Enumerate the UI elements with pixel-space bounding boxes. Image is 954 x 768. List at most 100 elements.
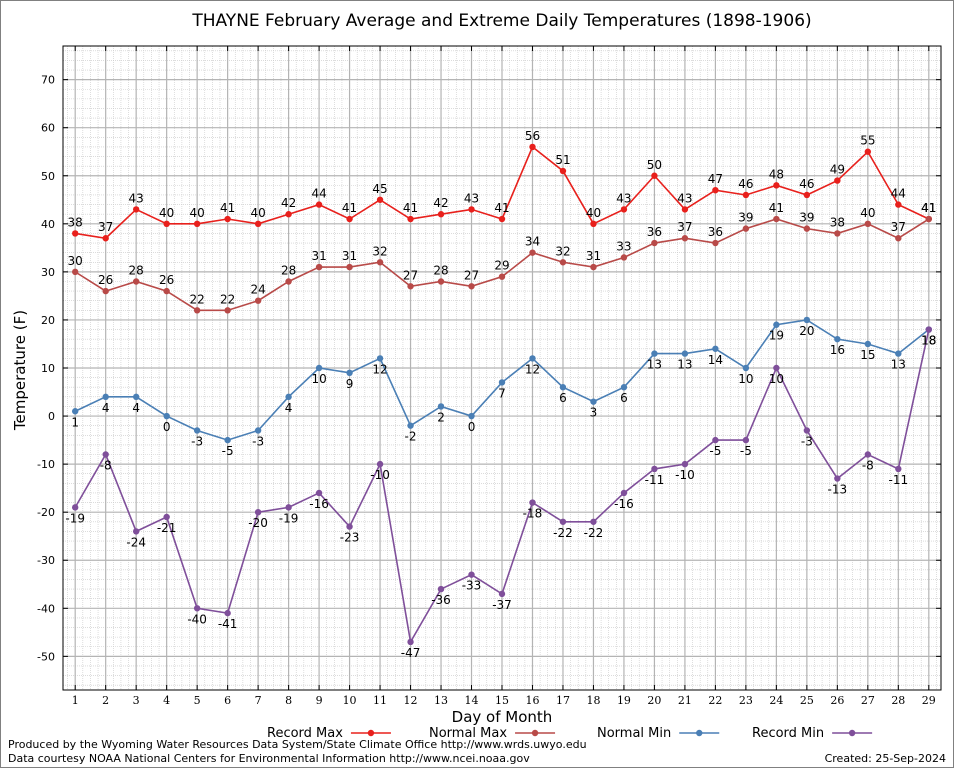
record-min-data-label: -5 (709, 444, 721, 458)
normal-max-point (712, 239, 719, 247)
record-min-point (651, 465, 658, 473)
normal-min-point (559, 384, 567, 391)
y-tick-label: -10 (37, 458, 55, 471)
record-max-point (102, 235, 109, 242)
x-tick-label: 21 (678, 694, 692, 707)
normal-max-point (193, 307, 201, 314)
record-min-data-label: -33 (462, 579, 482, 593)
record-min-data-label: -47 (401, 646, 421, 660)
normal-max-legend-marker (531, 729, 539, 737)
record-max-data-label: 40 (250, 206, 265, 220)
x-tick-label: 11 (373, 694, 387, 707)
record-min-point (376, 460, 384, 468)
normal-max-point (163, 287, 170, 295)
record-max-data-label: 55 (860, 134, 875, 148)
normal-min-point (742, 364, 750, 372)
normal-min-data-label: 4 (102, 401, 110, 415)
record-min-point (773, 364, 780, 372)
normal-max-point (376, 259, 384, 266)
record-min-point (254, 508, 262, 516)
record-max-legend-label: Record Max (267, 726, 343, 741)
record-min-data-label: -10 (675, 468, 695, 482)
normal-min-point (346, 369, 353, 377)
record-min-data-label: -16 (614, 497, 634, 511)
x-tick-label: 14 (465, 694, 479, 707)
normal-max-data-label: 33 (616, 239, 631, 253)
normal-min-data-label: -2 (405, 430, 417, 444)
normal-max-data-label: 29 (494, 259, 509, 273)
normal-max-data-label: 34 (525, 235, 540, 249)
record-max-point (651, 172, 658, 179)
normal-max-data-label: 39 (799, 211, 814, 225)
record-max-point (864, 148, 872, 155)
normal-max-data-label: 28 (129, 263, 144, 277)
normal-min-point (834, 335, 841, 343)
record-min-point (468, 571, 475, 578)
record-min-data-label: -40 (187, 612, 207, 626)
normal-min-point (315, 364, 323, 372)
normal-min-data-label: 10 (738, 372, 753, 386)
normal-min-point (193, 427, 201, 434)
normal-min-point (681, 350, 689, 357)
normal-min-data-label: 15 (860, 348, 875, 362)
record-min-data-label: -41 (218, 617, 238, 631)
normal-min-data-label: 19 (769, 329, 784, 343)
normal-min-point (132, 393, 140, 401)
record-max-data-label: 37 (98, 220, 113, 234)
normal-max-data-label: 37 (891, 220, 906, 234)
record-min-point (224, 609, 231, 617)
x-tick-label: 8 (285, 694, 292, 707)
normal-min-point (864, 340, 872, 348)
normal-max-data-label: 31 (342, 249, 357, 263)
normal-min-data-label: 2 (437, 410, 445, 424)
normal-max-data-label: 28 (433, 263, 448, 277)
normal-min-data-label: 0 (468, 420, 476, 434)
record-max-point (468, 206, 475, 213)
normal-max-point (407, 283, 414, 290)
record-min-data-label: -11 (889, 473, 909, 487)
normal-min-point (773, 321, 780, 328)
record-min-data-label: -22 (584, 526, 604, 540)
record-max-data-label: 40 (189, 206, 204, 220)
x-tick-label: 29 (922, 694, 936, 707)
normal-min-point (590, 398, 597, 405)
record-min-point (71, 504, 79, 511)
normal-min-data-label: 1 (71, 415, 79, 429)
normal-max-data-label: 37 (677, 220, 692, 234)
record-min-legend-marker (848, 729, 856, 737)
normal-max-data-label: 27 (403, 268, 418, 282)
normal-max-point (620, 254, 628, 261)
x-tick-label: 12 (404, 694, 418, 707)
normal-max-data-label: 27 (464, 268, 479, 282)
record-max-data-label: 48 (769, 167, 784, 181)
record-max-point (895, 201, 902, 208)
normal-max-point (773, 215, 780, 223)
record-max-point (712, 186, 719, 194)
record-min-point (681, 460, 689, 468)
record-min-point (529, 499, 536, 506)
x-tick-label: 10 (343, 694, 357, 707)
y-tick-label: 20 (41, 314, 55, 327)
normal-min-point (468, 412, 475, 420)
normal-max-data-label: 38 (830, 215, 845, 229)
record-max-point (681, 206, 689, 213)
record-max-point (620, 206, 628, 213)
footer-created: Created: 25-Sep-2024 (825, 752, 946, 765)
record-min-point (925, 326, 933, 333)
record-max-data-label: 43 (677, 191, 692, 205)
record-max-data-label: 50 (647, 158, 662, 172)
normal-max-point (803, 225, 811, 232)
record-min-point (315, 489, 323, 497)
x-axis-label: Day of Month (452, 708, 553, 726)
record-max-data-label: 43 (616, 191, 631, 205)
record-min-data-label: -20 (248, 516, 268, 530)
record-min-data-label: -16 (309, 497, 329, 511)
record-min-data-label: -8 (862, 459, 874, 473)
record-min-point (102, 451, 109, 458)
record-min-point (163, 513, 170, 521)
chart-title: THAYNE February Average and Extreme Dail… (191, 11, 811, 31)
normal-min-point (895, 350, 902, 357)
series-layer (71, 143, 933, 646)
record-max-point (773, 182, 780, 189)
